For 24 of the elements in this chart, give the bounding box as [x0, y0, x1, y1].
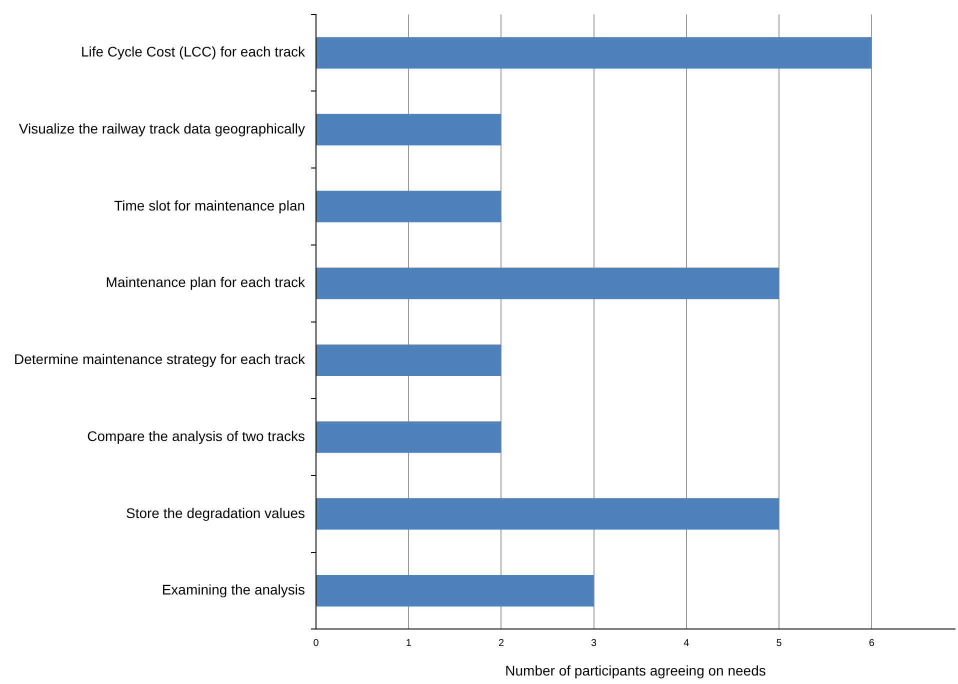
x-tick-label: 0 — [313, 638, 320, 649]
y-tick-label: Examining the analysis — [162, 582, 306, 598]
bar — [316, 498, 780, 530]
bar — [316, 421, 502, 453]
bar — [316, 268, 780, 300]
x-tick-label: 3 — [591, 638, 598, 649]
bar — [316, 575, 594, 607]
x-tick-label: 5 — [776, 638, 782, 649]
bar — [316, 114, 502, 146]
y-tick-label: Visualize the railway track data geographically — [18, 120, 306, 137]
bar — [316, 190, 502, 222]
x-tick-label: 6 — [868, 638, 875, 649]
y-tick-label: Life Cycle Cost (LCC) for each track — [80, 44, 306, 60]
y-tick-label: Time slot for maintenance plan — [114, 197, 306, 214]
x-tick-label: 2 — [498, 638, 504, 649]
x-tick-label: 4 — [684, 638, 690, 649]
x-axis-title: Number of participants agreeing on needs — [505, 662, 766, 678]
bar — [316, 344, 502, 376]
y-tick-label: Determine maintenance strategy for each track — [14, 351, 306, 368]
bar — [316, 37, 872, 69]
y-tick-label: Maintenance plan for each track — [106, 274, 306, 290]
y-tick-label: Store the degradation values — [126, 504, 306, 521]
y-tick-label: Compare the analysis of two tracks — [87, 428, 306, 444]
x-tick-label: 1 — [406, 638, 412, 649]
